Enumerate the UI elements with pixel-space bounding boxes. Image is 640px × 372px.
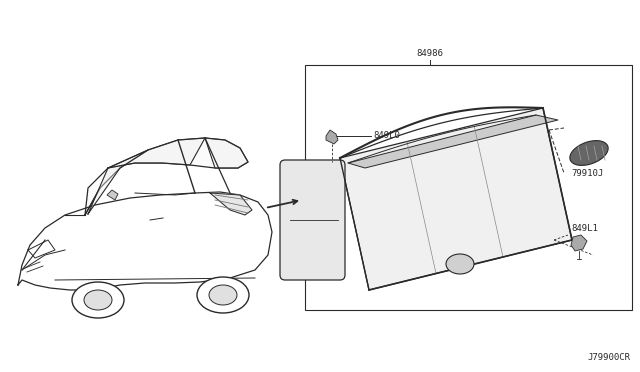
Ellipse shape: [209, 285, 237, 305]
Bar: [305, 65, 632, 310]
Polygon shape: [108, 138, 205, 168]
Ellipse shape: [84, 290, 112, 310]
Polygon shape: [107, 190, 118, 200]
Polygon shape: [340, 108, 572, 290]
Ellipse shape: [446, 254, 474, 274]
Polygon shape: [326, 130, 338, 144]
Ellipse shape: [197, 277, 249, 313]
Ellipse shape: [570, 141, 608, 166]
Polygon shape: [348, 115, 558, 168]
Polygon shape: [205, 138, 248, 168]
FancyBboxPatch shape: [280, 160, 345, 280]
Text: 849L1: 849L1: [571, 224, 598, 233]
Polygon shape: [210, 193, 252, 215]
Text: 849L0: 849L0: [373, 131, 400, 141]
Ellipse shape: [72, 282, 124, 318]
Text: 84986: 84986: [417, 49, 444, 58]
Polygon shape: [88, 150, 148, 214]
Polygon shape: [85, 138, 248, 215]
Text: J79900CR: J79900CR: [587, 353, 630, 362]
Polygon shape: [571, 235, 587, 251]
Text: 79910J: 79910J: [572, 169, 604, 178]
